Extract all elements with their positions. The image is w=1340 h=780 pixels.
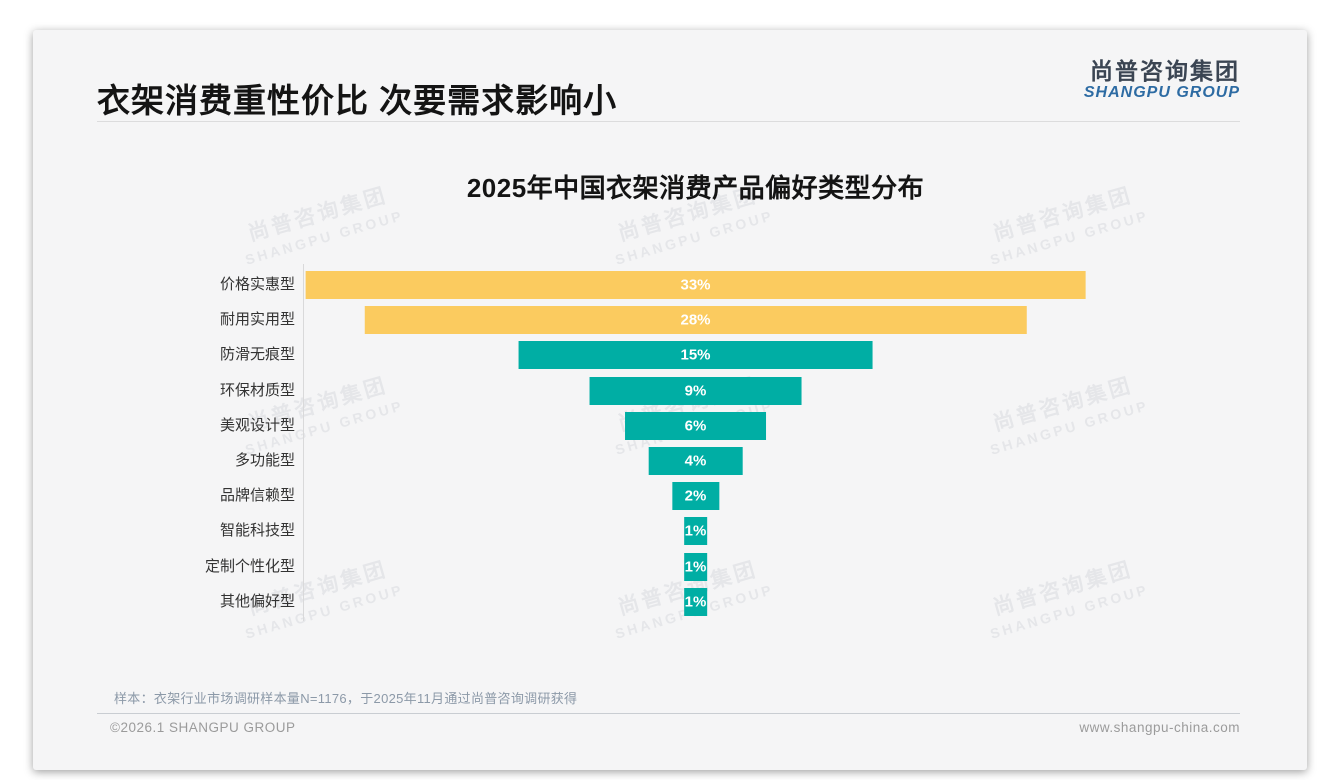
funnel-bar-chart: 价格实惠型 33% 耐用实用型 28% 防滑无痕型 15% 环保材质型 9% 美观设计型 6% 多功… [33,30,1307,770]
bar-value-label: 4% [684,452,707,470]
chart-title: 2025年中国衣架消费产品偏好类型分布 [466,173,925,203]
logo-text-en: SHANGPU GROUP [1083,84,1240,101]
bar-row: 2% [303,482,1088,511]
logo-text-cn: 尚普咨询集团 [1090,58,1240,84]
page-title: 衣架消费重性价比 次要需求影响小 [97,82,618,119]
slide-card: 尚普咨询集团 SHANGPU GROUP 尚普咨询集团 SHANGPU GROUP 尚普… [33,30,1307,770]
category-label: 美观设计型 [219,416,295,434]
category-label: 其他偏好型 [219,592,295,610]
bar-value-label: 28% [680,311,711,329]
category-label: 多功能型 [234,452,295,469]
funnel-bar: 1% [683,517,708,546]
bar-value-label: 6% [684,417,707,435]
funnel-bar: 15% [518,341,873,370]
funnel-bar: 1% [683,552,708,581]
bar-row: 4% [303,447,1088,475]
bar-row: 33% [303,271,1088,299]
funnel-bar: 9% [589,376,802,405]
bar-row: 1% [303,587,1088,616]
category-label: 定制个性化型 [204,557,295,575]
bar-row: 1% [303,552,1088,581]
bar-value-label: 1% [684,593,707,611]
header-divider [97,121,1240,122]
bar-row: 9% [303,376,1088,405]
funnel-bar: 2% [671,482,720,511]
funnel-bar: 6% [624,411,767,440]
bar-row: 6% [303,411,1088,440]
funnel-bar: 33% [305,271,1086,299]
bar-value-label: 1% [684,522,707,540]
sample-footnote: 样本：衣架行业市场调研样本量N=1176，于2025年11月通过尚普咨询调研获得 [114,691,578,706]
category-label: 价格实惠型 [219,276,295,293]
bar-row: 1% [303,517,1088,546]
footer-divider [97,713,1240,714]
y-axis-line [303,264,304,621]
website-url: www.shangpu-china.com [1079,720,1240,735]
company-logo: 尚普咨询集团 SHANGPU GROUP [1084,58,1240,102]
bar-value-label: 2% [684,487,707,505]
bar-row: 15% [303,341,1088,370]
copyright-text: ©2026.1 SHANGPU GROUP [110,720,296,735]
category-label: 品牌信赖型 [219,487,295,505]
category-label: 耐用实用型 [219,311,295,329]
funnel-bar: 1% [683,587,708,616]
category-label: 环保材质型 [219,381,295,399]
bar-value-label: 1% [684,558,707,576]
bar-value-label: 15% [680,346,711,364]
funnel-bar: 4% [648,447,743,475]
bar-row: 28% [303,306,1088,335]
category-label: 防滑无痕型 [219,346,295,364]
bar-value-label: 9% [684,382,707,400]
funnel-bar: 28% [364,306,1027,335]
category-label: 智能科技型 [219,522,295,540]
bar-value-label: 33% [680,276,711,294]
